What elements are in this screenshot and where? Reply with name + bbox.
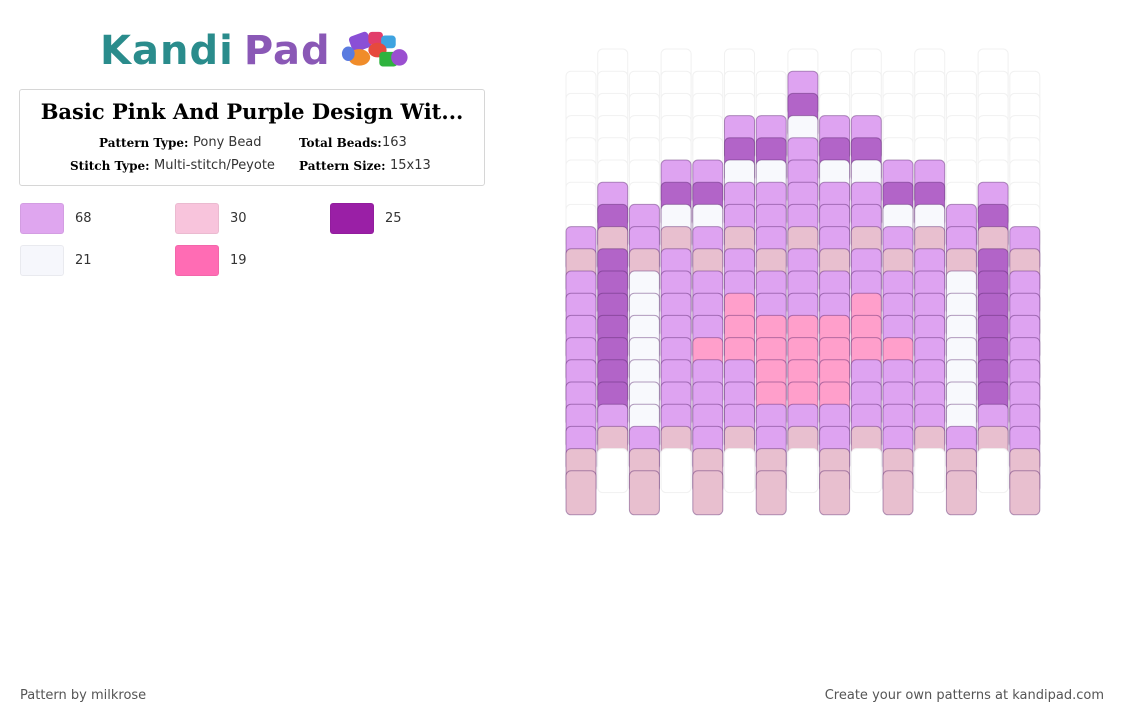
logo-part-pad: Pad bbox=[243, 28, 331, 74]
pattern-info-card: Basic Pink And Purple Design Wit... Patt… bbox=[19, 89, 485, 186]
bead bbox=[597, 448, 629, 494]
bead bbox=[724, 448, 755, 494]
bead bbox=[787, 448, 819, 494]
pattern-author: Pattern by milkrose bbox=[20, 688, 147, 703]
bead bbox=[565, 470, 597, 516]
color-swatch-4 bbox=[20, 245, 64, 276]
bead bbox=[755, 470, 787, 516]
color-swatch-2 bbox=[175, 203, 219, 234]
logo-part-kandi: Kandi bbox=[100, 28, 234, 74]
stitch-type-value: Multi-stitch/Peyote bbox=[154, 158, 275, 173]
kandipad-promo-link[interactable]: Create your own patterns at kandipad.com bbox=[824, 688, 1104, 703]
color-count-3: 25 bbox=[385, 211, 402, 226]
bead-pile-icon bbox=[341, 31, 408, 67]
color-count-2: 30 bbox=[230, 211, 247, 226]
pattern-type-value: Pony Bead bbox=[193, 135, 262, 150]
bead bbox=[977, 448, 1009, 494]
pattern-title: Basic Pink And Purple Design Wit... bbox=[40, 99, 464, 124]
total-beads-value: 163 bbox=[382, 135, 407, 150]
total-beads-label: Total Beads: bbox=[299, 136, 382, 150]
kandipad-logo[interactable]: Kandi Pad bbox=[100, 26, 410, 76]
bead bbox=[945, 470, 977, 516]
logo-text: Kandi Pad bbox=[100, 28, 331, 74]
bead bbox=[914, 448, 946, 494]
bead bbox=[1009, 470, 1041, 516]
bead bbox=[628, 470, 660, 516]
pattern-size-label: Pattern Size: bbox=[299, 159, 386, 173]
bead bbox=[882, 470, 914, 516]
color-count-1: 68 bbox=[75, 211, 92, 226]
bead bbox=[692, 470, 724, 516]
stitch-type-label: Stitch Type: bbox=[70, 159, 150, 173]
bead bbox=[819, 470, 851, 516]
bead-pattern-grid bbox=[565, 48, 1041, 516]
color-count-4: 21 bbox=[75, 253, 92, 268]
color-count-5: 19 bbox=[230, 253, 247, 268]
bead bbox=[660, 448, 692, 494]
pattern-type-label: Pattern Type: bbox=[99, 136, 189, 150]
bead bbox=[850, 448, 882, 494]
pattern-size-value: 15x13 bbox=[390, 158, 431, 173]
color-swatch-5 bbox=[175, 245, 219, 276]
color-swatch-3 bbox=[330, 203, 374, 234]
color-swatch-1 bbox=[20, 203, 64, 234]
